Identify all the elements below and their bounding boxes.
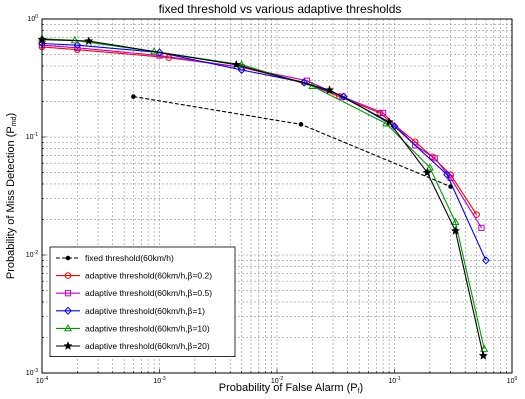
legend-item: adaptive threshold(60km/h,β=10) <box>56 323 210 334</box>
x-axis-label-tail: ) <box>360 382 364 394</box>
data-point <box>380 109 387 117</box>
series-0 <box>131 94 453 189</box>
x-tick-label: 100 <box>507 376 518 385</box>
legend-label: adaptive threshold(60km/h,β=20) <box>85 341 210 352</box>
chart-title: fixed threshold vs various adaptive thre… <box>159 2 402 16</box>
data-point <box>155 48 164 57</box>
series-layer <box>37 34 490 360</box>
legend-marker <box>65 255 71 261</box>
data-point <box>73 41 82 50</box>
series-line <box>41 42 487 261</box>
data-point <box>412 142 419 149</box>
legend-label: adaptive threshold(60km/h,β=0.2) <box>85 271 212 282</box>
legend-marker <box>64 306 72 315</box>
legend-label: adaptive threshold(60km/h,β=1) <box>85 306 205 317</box>
y-axis-label-tail: ) <box>5 113 17 117</box>
x-axis-label: Probability of False Alarm (Pf) <box>219 382 363 395</box>
plot-border <box>41 18 513 374</box>
legend-marker <box>63 341 73 350</box>
legend-label: adaptive threshold(60km/h,β=0.5) <box>85 288 212 299</box>
data-point <box>237 60 246 68</box>
x-tick-label: 10-1 <box>388 376 400 385</box>
data-point <box>237 65 246 75</box>
y-tick-label: 10-3 <box>26 368 38 377</box>
data-point <box>339 92 348 101</box>
x-tick-label: 10-2 <box>271 376 283 385</box>
data-point <box>298 122 304 127</box>
legend-box <box>49 246 236 357</box>
legend-label: fixed threshold(60km/h) <box>85 253 174 263</box>
data-point <box>131 94 136 99</box>
x-axis-label-main: Probability of False Alarm (P <box>219 382 358 394</box>
y-tick-label: 10-1 <box>26 132 38 141</box>
data-point <box>231 59 241 69</box>
data-point <box>450 226 461 235</box>
legend-item: adaptive threshold(60km/h,β=0.5) <box>56 288 212 299</box>
y-axis-label-sub: md <box>11 116 18 126</box>
legend: fixed threshold(60km/h) adaptive threshol… <box>49 246 236 357</box>
series-line <box>41 38 484 356</box>
legend-item: fixed threshold(60km/h) <box>56 253 174 263</box>
legend-item: adaptive threshold(60km/h,β=20) <box>56 341 210 352</box>
y-axis-label: Probability of Miss Detection (Pmd) <box>5 113 18 279</box>
data-point <box>425 163 434 171</box>
grid-lines <box>41 19 512 374</box>
data-point <box>478 350 488 360</box>
legend-label: adaptive threshold(60km/h,β=10) <box>85 323 210 334</box>
data-point <box>431 155 438 162</box>
legend-item: adaptive threshold(60km/h,β=1) <box>56 306 205 317</box>
data-point <box>300 78 308 87</box>
x-axis-label-sub: f <box>358 388 360 395</box>
y-axis-label-main: Probability of Miss Detection (P <box>5 126 17 279</box>
data-point <box>384 117 394 126</box>
data-point <box>422 167 432 177</box>
data-point <box>324 85 335 95</box>
data-point <box>451 217 460 226</box>
legend-item: adaptive threshold(60km/h,β=0.2) <box>56 271 212 282</box>
data-point <box>478 224 485 231</box>
data-point <box>84 36 94 46</box>
data-point <box>443 170 451 179</box>
data-point <box>70 35 79 44</box>
x-tick-label: 10-3 <box>153 376 165 385</box>
y-tick-label: 100 <box>27 14 38 23</box>
data-point <box>480 344 489 352</box>
legend-marker <box>64 272 72 279</box>
legend-marker <box>63 323 73 332</box>
legend-marker <box>64 290 72 297</box>
series-line <box>41 38 485 350</box>
y-tick-label: 10-2 <box>26 250 38 259</box>
data-point <box>482 256 490 265</box>
x-tick-label: 10-4 <box>36 376 48 385</box>
